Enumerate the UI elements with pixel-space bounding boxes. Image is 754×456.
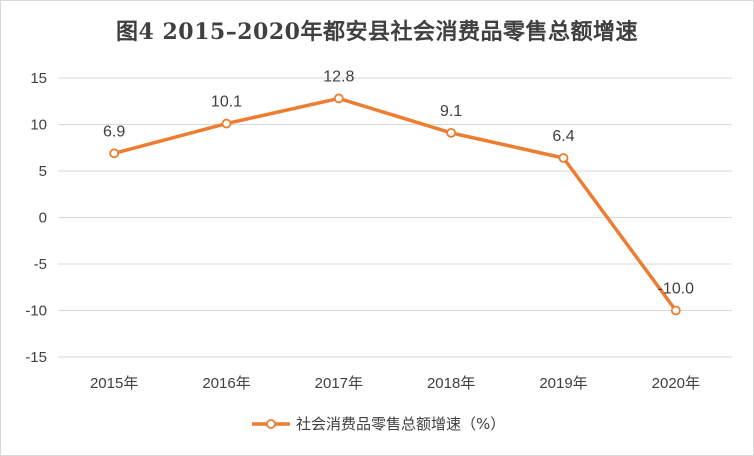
- data-point: [333, 93, 344, 104]
- y-tick-label: -15: [25, 349, 47, 366]
- data-label: -10.0: [658, 281, 695, 298]
- chart-title: 图4 2015–2020年都安县社会消费品零售总额增速: [116, 19, 638, 45]
- data-label: 6.9: [103, 123, 125, 140]
- data-label: 10.1: [211, 94, 242, 111]
- x-axis: 2015年 2016年 2017年 2018年 2019年 2020年: [90, 375, 700, 392]
- y-tick-label: -5: [34, 256, 47, 273]
- y-tick-label: 15: [30, 70, 47, 87]
- data-label: 12.8: [323, 68, 354, 85]
- y-tick-label: 10: [30, 117, 47, 134]
- x-tick-label: 2016年: [202, 375, 250, 392]
- x-tick-label: 2017年: [315, 375, 363, 392]
- data-point: [446, 127, 457, 138]
- series-line-group: [109, 93, 681, 316]
- data-label: 9.1: [440, 103, 462, 120]
- y-axis: 15 10 5 0 -5 -10 -15: [25, 70, 47, 366]
- legend-label: 社会消费品零售总额增速（%）: [296, 415, 505, 433]
- y-tick-label: 0: [39, 210, 47, 227]
- y-tick-label: -10: [25, 303, 47, 320]
- data-point: [221, 118, 232, 129]
- series-line: [113, 96, 678, 312]
- x-tick-label: 2015年: [90, 375, 138, 392]
- x-tick-label: 2020年: [652, 375, 700, 392]
- data-labels: 6.9 10.1 12.8 9.1 6.4 -10.0: [103, 68, 694, 297]
- data-point: [558, 153, 569, 163]
- data-point: [670, 305, 681, 316]
- x-tick-label: 2019年: [539, 375, 587, 392]
- gridlines: [58, 77, 732, 358]
- legend: 社会消费品零售总额增速（%）: [252, 415, 505, 433]
- data-point: [109, 148, 120, 159]
- data-label: 6.4: [552, 128, 574, 145]
- legend-marker: [266, 419, 276, 429]
- y-tick-label: 5: [39, 163, 47, 180]
- x-tick-label: 2018年: [427, 375, 475, 392]
